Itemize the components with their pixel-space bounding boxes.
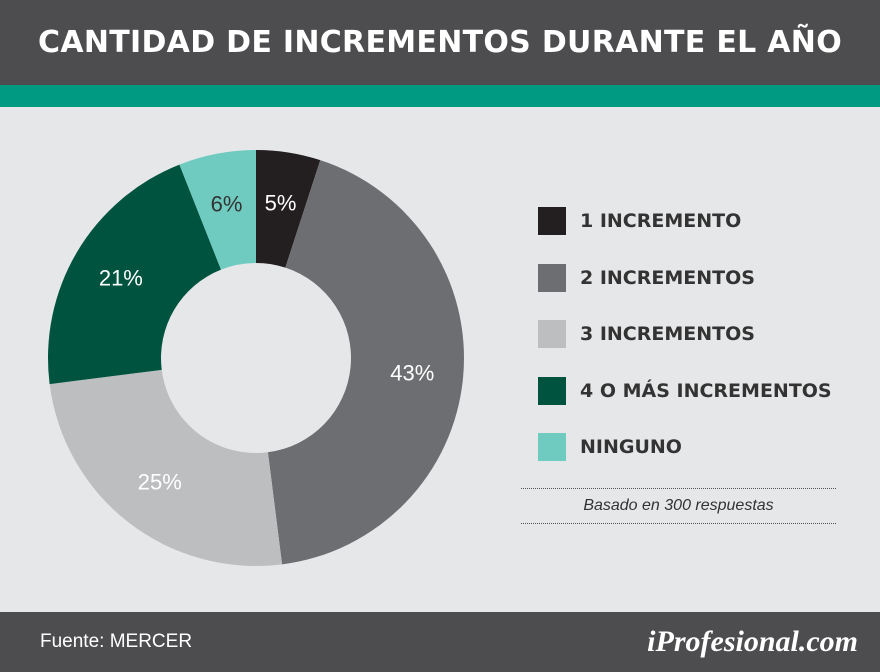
footer-bar: Fuente: MERCER iProfesional.com (0, 612, 880, 672)
donut-slice (267, 160, 465, 565)
legend-swatch (538, 433, 566, 461)
source-text: Fuente: MERCER (40, 631, 193, 652)
legend-swatch (538, 263, 566, 292)
legend-swatch (538, 376, 566, 405)
legend-item: 3 INCREMENTOS (538, 319, 858, 349)
legend-label: 4 O MÁS INCREMENTOS (580, 379, 832, 402)
legend-label: NINGUNO (580, 436, 682, 458)
slice-percent-label: 43% (390, 360, 434, 385)
legend-item: 1 INCREMENTO (538, 206, 858, 236)
donut-slice (47, 164, 222, 385)
divider-bottom (521, 523, 836, 524)
slice-percent-label: 21% (99, 266, 143, 291)
legend-item: 4 O MÁS INCREMENTOS (538, 376, 858, 406)
legend-label: 2 INCREMENTOS (580, 266, 755, 289)
divider-top (521, 488, 836, 489)
donut-slice (256, 150, 321, 268)
slice-percent-label: 25% (138, 470, 182, 495)
brand-logo: iProfesional.com (647, 625, 858, 658)
sample-note: Basado en 300 respuestas (583, 497, 774, 514)
legend-swatch (538, 320, 566, 348)
accent-bar (0, 85, 880, 107)
legend-item: NINGUNO (538, 432, 858, 462)
donut-slice (179, 150, 256, 270)
legend-label: 3 INCREMENTOS (580, 323, 755, 345)
slice-percent-label: 6% (211, 191, 243, 216)
slice-percent-label: 5% (265, 190, 297, 215)
donut-chart: 5% 43% 25% 21% 6% (47, 150, 465, 566)
donut-slice (49, 369, 283, 566)
legend-label: 1 INCREMENTO (580, 210, 742, 232)
legend-swatch (538, 207, 566, 235)
title-banner: CANTIDAD DE INCREMENTOS DURANTE EL AÑO (0, 0, 880, 85)
legend-item: 2 INCREMENTOS (538, 263, 858, 293)
chart-legend: 1 INCREMENTO 2 INCREMENTOS 3 INCREMENTOS… (538, 206, 858, 489)
chart-title: CANTIDAD DE INCREMENTOS DURANTE EL AÑO (38, 25, 842, 60)
